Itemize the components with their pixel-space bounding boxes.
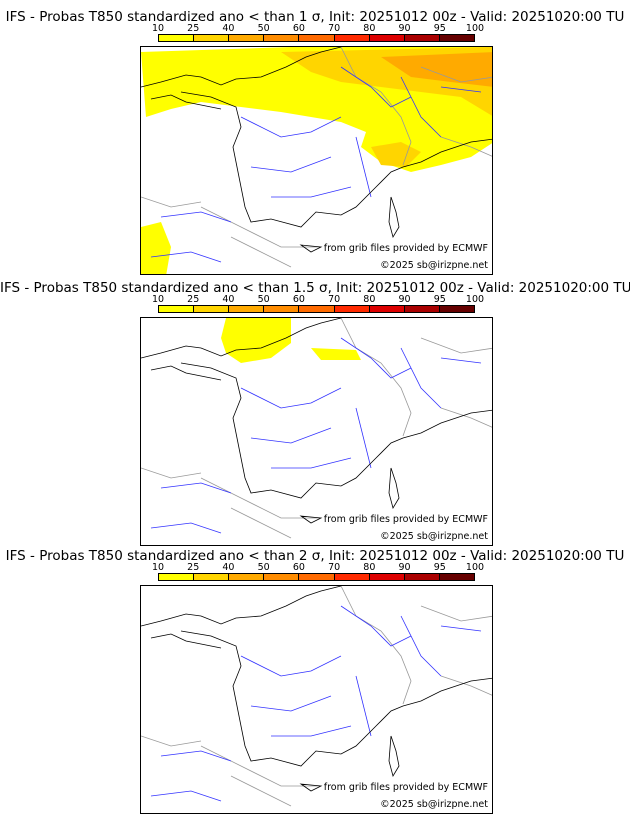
colorbar-tick-label: 100	[465, 562, 485, 573]
copyright-credit: ©2025 sb@irizpne.net	[380, 799, 488, 810]
colorbar-segment	[439, 306, 474, 312]
colorbar-segment	[334, 35, 370, 41]
colorbar-segment	[404, 574, 440, 580]
coastline	[141, 586, 492, 792]
map-canvas	[141, 47, 492, 274]
colorbar-segment	[264, 35, 300, 41]
admin-borders	[141, 318, 492, 539]
map-canvas	[141, 586, 492, 807]
colorbar-ticks: 10 25 40 50 60 70 80 90 95 100	[152, 294, 484, 305]
colorbar-segment	[264, 306, 300, 312]
colorbar-tick-label: 60	[292, 23, 305, 34]
map-area: from grib files provided by ECMWF ©2025 …	[140, 46, 493, 275]
colorbar-tick-label: 40	[222, 23, 235, 34]
map-area: from grib files provided by ECMWF ©2025 …	[140, 317, 493, 546]
colorbar-ticks: 10 25 40 50 60 70 80 90 95 100	[152, 23, 484, 34]
probability-area	[381, 52, 492, 87]
colorbar-segment	[334, 574, 370, 580]
colorbar-tick-label: 25	[187, 294, 200, 305]
colorbar-tick-label: 50	[257, 294, 270, 305]
colorbar-tick-label: 60	[292, 294, 305, 305]
source-credit: from grib files provided by ECMWF	[323, 514, 488, 525]
colorbar-tick-label: 80	[363, 562, 376, 573]
colorbar-tick-label: 40	[222, 562, 235, 573]
panel-title: IFS - Probas T850 standardized ano < tha…	[0, 280, 630, 296]
colorbar-segment	[194, 574, 230, 580]
colorbar-segment	[194, 35, 230, 41]
probability-area	[221, 318, 291, 363]
copyright-credit: ©2025 sb@irizpne.net	[380, 531, 488, 542]
map-canvas	[141, 318, 492, 539]
colorbar-segment	[439, 35, 474, 41]
colorbar	[158, 305, 475, 313]
colorbar-segment	[439, 574, 474, 580]
colorbar-tick-label: 25	[187, 562, 200, 573]
colorbar	[158, 34, 475, 42]
admin-borders	[141, 586, 492, 807]
colorbar-segment	[369, 306, 405, 312]
map-area: from grib files provided by ECMWF ©2025 …	[140, 585, 493, 814]
colorbar-segment	[299, 574, 335, 580]
colorbar-tick-label: 100	[465, 294, 485, 305]
colorbar-tick-label: 50	[257, 23, 270, 34]
colorbar-tick-label: 60	[292, 562, 305, 573]
colorbar-tick-label: 80	[363, 23, 376, 34]
colorbar-tick-label: 70	[328, 562, 341, 573]
rivers	[150, 66, 482, 263]
colorbar-segment	[334, 306, 370, 312]
colorbar-segment	[299, 306, 335, 312]
colorbar-segment	[159, 35, 195, 41]
panel-title: IFS - Probas T850 standardized ano < tha…	[5, 9, 625, 25]
colorbar-segment	[299, 35, 335, 41]
colorbar-segment	[194, 306, 230, 312]
colorbar-tick-label: 10	[151, 23, 165, 34]
coastline	[141, 47, 492, 253]
probability-area	[141, 222, 171, 274]
admin-borders	[141, 47, 492, 268]
probability-map-panel: IFS - Probas T850 standardized ano < tha…	[0, 280, 630, 550]
colorbar-tick-label: 40	[222, 294, 235, 305]
colorbar-tick-label: 90	[398, 23, 411, 34]
colorbar-segment	[264, 574, 300, 580]
copyright-credit: ©2025 sb@irizpne.net	[380, 260, 488, 271]
colorbar-tick-label: 70	[328, 23, 341, 34]
coastline	[141, 318, 492, 524]
colorbar-tick-label: 10	[151, 294, 165, 305]
colorbar-segment	[404, 35, 440, 41]
colorbar-segment	[369, 35, 405, 41]
colorbar-tick-label: 80	[363, 294, 376, 305]
colorbar-tick-label: 95	[433, 23, 446, 34]
probability-area	[311, 348, 361, 360]
source-credit: from grib files provided by ECMWF	[323, 243, 488, 254]
colorbar-tick-label: 50	[257, 562, 270, 573]
colorbar-tick-label: 95	[433, 294, 446, 305]
colorbar-segment	[229, 35, 265, 41]
colorbar-tick-label: 10	[151, 562, 165, 573]
colorbar-tick-label: 90	[398, 294, 411, 305]
colorbar-segment	[404, 306, 440, 312]
colorbar-segment	[229, 574, 265, 580]
probability-map-panel: IFS - Probas T850 standardized ano < tha…	[0, 548, 630, 818]
colorbar-segment	[159, 306, 195, 312]
colorbar-tick-label: 95	[433, 562, 446, 573]
probability-map-panel: IFS - Probas T850 standardized ano < tha…	[0, 9, 630, 279]
source-credit: from grib files provided by ECMWF	[323, 782, 488, 793]
colorbar	[158, 573, 475, 581]
colorbar-segment	[369, 574, 405, 580]
rivers	[150, 605, 482, 802]
colorbar-tick-label: 25	[187, 23, 200, 34]
colorbar-tick-label: 90	[398, 562, 411, 573]
colorbar-segment	[229, 306, 265, 312]
colorbar-segment	[159, 574, 195, 580]
rivers	[150, 337, 482, 534]
colorbar-ticks: 10 25 40 50 60 70 80 90 95 100	[152, 562, 484, 573]
panel-title: IFS - Probas T850 standardized ano < tha…	[5, 548, 625, 564]
colorbar-tick-label: 100	[465, 23, 485, 34]
colorbar-tick-label: 70	[328, 294, 341, 305]
